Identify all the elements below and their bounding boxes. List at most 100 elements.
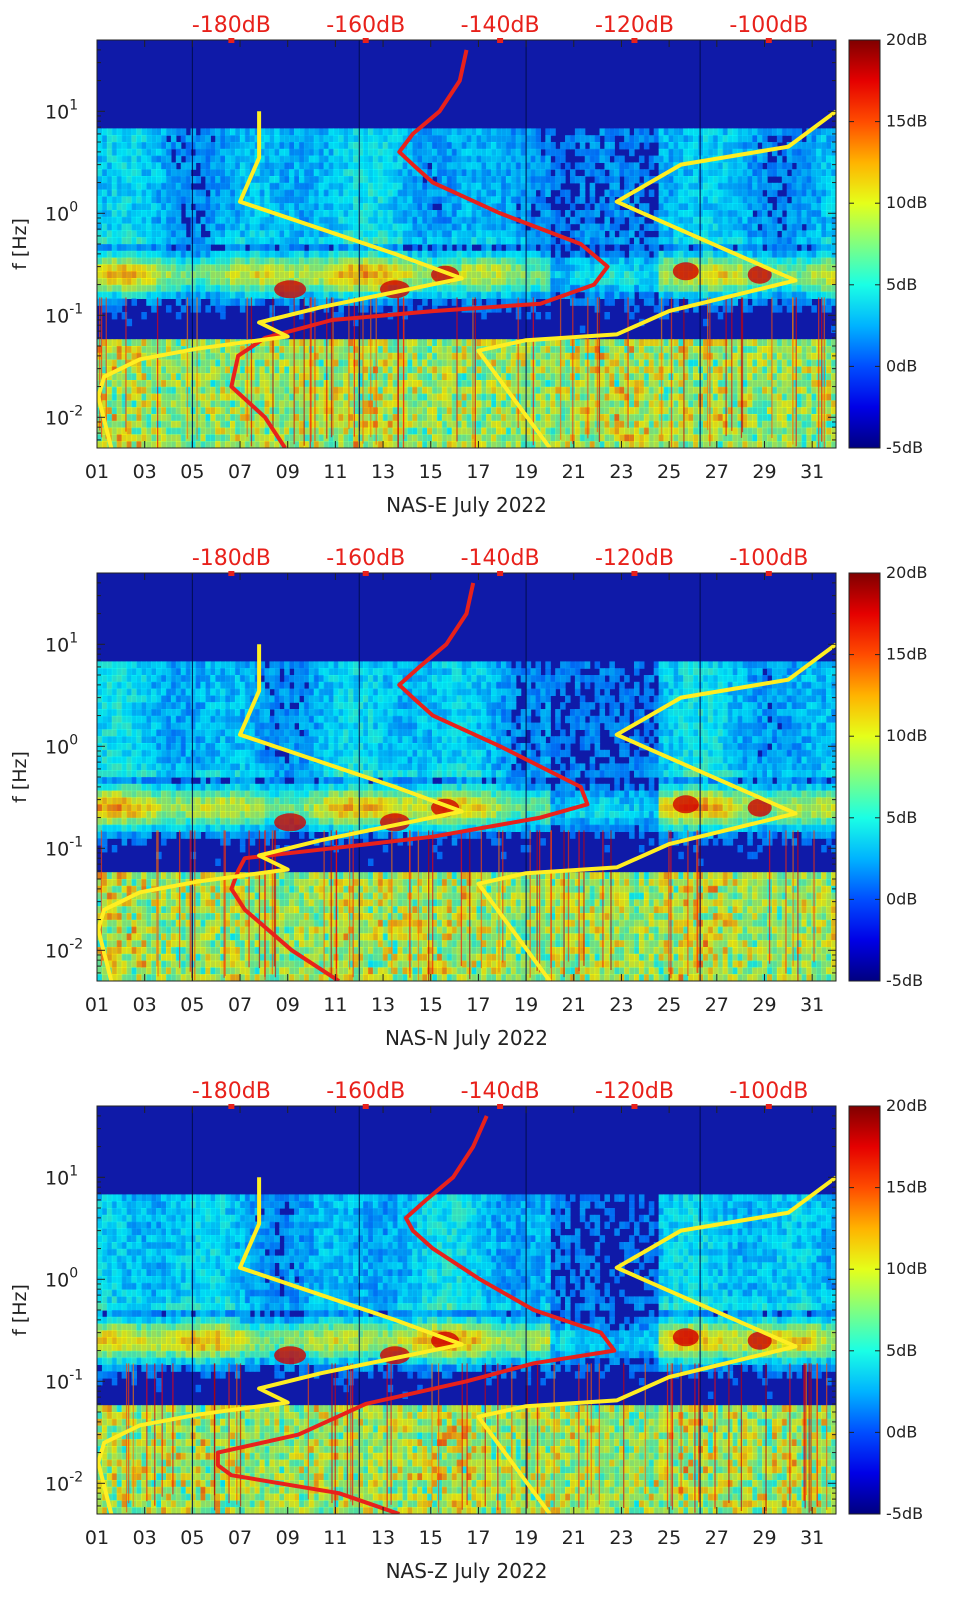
spectrogram-chart: 01 03 05 07 09 11 13 15 17 19 21 23 25 27 29 31 NAS-N Ju…: [9, 546, 928, 1050]
red-psd-curve: [229, 49, 610, 448]
x-tick-label: 21: [562, 994, 586, 1016]
y-tick-label: 101: [45, 1163, 78, 1189]
x-tick-label: 19: [514, 461, 538, 483]
x-tick-label: 25: [657, 1527, 681, 1549]
y-tick-label: 10-1: [45, 1367, 83, 1393]
colorbar-tick-label: 5dB: [886, 1341, 917, 1360]
x-tick-label: 29: [752, 461, 776, 483]
colorbar-tick-label: -5dB: [886, 971, 923, 990]
x-tick-label: 15: [419, 461, 443, 483]
x-tick-label: 11: [323, 461, 347, 483]
y-tick-label: 10-2: [45, 936, 83, 962]
x-tick-label: 21: [562, 461, 586, 483]
x-tick-label: 27: [705, 1527, 729, 1549]
x-tick-label: 13: [371, 1527, 395, 1549]
x-tick-label: 31: [800, 994, 824, 1016]
spectrogram-chart: 01 03 05 07 09 11 13 15 17 19 21 23 25 27 29 31 NAS-Z Ju…: [9, 1079, 928, 1583]
x-tick-label: 29: [752, 994, 776, 1016]
x-tick-label: 07: [228, 994, 252, 1016]
y-tick-label: 10-2: [45, 1469, 83, 1495]
x-tick-label: 19: [514, 994, 538, 1016]
colorbar-tick-label: 0dB: [886, 1422, 917, 1441]
x-tick-label: 07: [228, 461, 252, 483]
x-tick-label: 23: [609, 461, 633, 483]
colorbar-tick-label: 5dB: [886, 275, 917, 294]
yellow-low-noise-model: [97, 644, 464, 981]
x-axis-label: NAS-N July 2022: [385, 1026, 548, 1050]
y-tick-label: 10-1: [45, 301, 83, 327]
x-tick-label: 27: [705, 994, 729, 1016]
colorbar: [848, 1105, 881, 1515]
top-db-tick-label: -140dB: [461, 13, 540, 38]
x-tick-label: 09: [276, 461, 300, 483]
red-psd-curve: [215, 1115, 617, 1514]
x-tick-label: 01: [85, 461, 109, 483]
y-tick-label: 100: [45, 199, 78, 225]
top-db-tick-label: -120dB: [595, 13, 674, 38]
y-tick-label: 10-2: [45, 403, 83, 429]
x-tick-label: 23: [609, 1527, 633, 1549]
x-tick-label: 31: [800, 461, 824, 483]
x-tick-label: 03: [133, 994, 157, 1016]
colorbar: [848, 572, 881, 982]
top-db-tick-label: -100dB: [729, 546, 808, 571]
colorbar: [848, 39, 881, 449]
colorbar-tick-label: -5dB: [886, 1504, 923, 1523]
top-db-tick-label: -140dB: [461, 1079, 540, 1104]
colorbar-tick-label: 10dB: [886, 1259, 928, 1278]
top-db-tick-label: -180dB: [192, 13, 271, 38]
x-tick-label: 23: [609, 994, 633, 1016]
x-tick-label: 07: [228, 1527, 252, 1549]
red-psd-curve: [229, 582, 590, 981]
x-tick-label: 19: [514, 1527, 538, 1549]
x-tick-label: 09: [276, 1527, 300, 1549]
colorbar-tick-label: 10dB: [886, 726, 928, 745]
top-db-tick-label: -120dB: [595, 1079, 674, 1104]
spectrogram-panel: 01 03 05 07 09 11 13 15 17 19 21 23 25 27 29 31 NAS-N Ju…: [0, 533, 962, 1066]
top-db-tick-label: -160dB: [326, 1079, 405, 1104]
top-db-tick-label: -140dB: [461, 546, 540, 571]
x-tick-label: 31: [800, 1527, 824, 1549]
x-tick-label: 25: [657, 994, 681, 1016]
x-tick-label: 15: [419, 994, 443, 1016]
top-db-tick-label: -180dB: [192, 1079, 271, 1104]
x-axis-label: NAS-Z July 2022: [386, 1559, 548, 1583]
top-db-tick-label: -100dB: [729, 13, 808, 38]
x-tick-label: 05: [180, 461, 204, 483]
x-tick-label: 11: [323, 994, 347, 1016]
top-db-tick-label: -160dB: [326, 13, 405, 38]
colorbar-tick-label: 15dB: [886, 1178, 928, 1197]
spectrogram-image: [97, 1106, 836, 1514]
colorbar-tick-label: -5dB: [886, 438, 923, 457]
x-tick-label: 13: [371, 994, 395, 1016]
x-tick-label: 01: [85, 994, 109, 1016]
yellow-high-noise-model: [476, 1175, 836, 1514]
spectrogram-panel: 01 03 05 07 09 11 13 15 17 19 21 23 25 27 29 31 NAS-E Ju…: [0, 0, 962, 533]
y-axis-label: f [Hz]: [9, 218, 31, 270]
spectrogram-panel: 01 03 05 07 09 11 13 15 17 19 21 23 25 27 29 31 NAS-Z Ju…: [0, 1066, 962, 1599]
x-tick-label: 15: [419, 1527, 443, 1549]
x-tick-label: 03: [133, 461, 157, 483]
y-axis-label: f [Hz]: [9, 1284, 31, 1336]
y-tick-label: 100: [45, 1265, 78, 1291]
top-db-tick-label: -160dB: [326, 546, 405, 571]
spectrogram-chart: 01 03 05 07 09 11 13 15 17 19 21 23 25 27 29 31 NAS-E Ju…: [9, 13, 928, 517]
x-tick-label: 09: [276, 994, 300, 1016]
spectrogram-image: [97, 573, 836, 981]
x-tick-label: 03: [133, 1527, 157, 1549]
colorbar-tick-label: 5dB: [886, 808, 917, 827]
y-tick-label: 101: [45, 97, 78, 123]
y-tick-label: 101: [45, 630, 78, 656]
x-axis-label: NAS-E July 2022: [386, 493, 547, 517]
x-tick-label: 17: [466, 994, 490, 1016]
top-db-tick-label: -100dB: [729, 1079, 808, 1104]
x-tick-label: 25: [657, 461, 681, 483]
yellow-low-noise-model: [97, 1177, 464, 1514]
x-tick-label: 13: [371, 461, 395, 483]
y-tick-label: 10-1: [45, 834, 83, 860]
colorbar-tick-label: 20dB: [886, 30, 928, 49]
y-tick-label: 100: [45, 732, 78, 758]
x-tick-label: 05: [180, 994, 204, 1016]
x-tick-label: 21: [562, 1527, 586, 1549]
